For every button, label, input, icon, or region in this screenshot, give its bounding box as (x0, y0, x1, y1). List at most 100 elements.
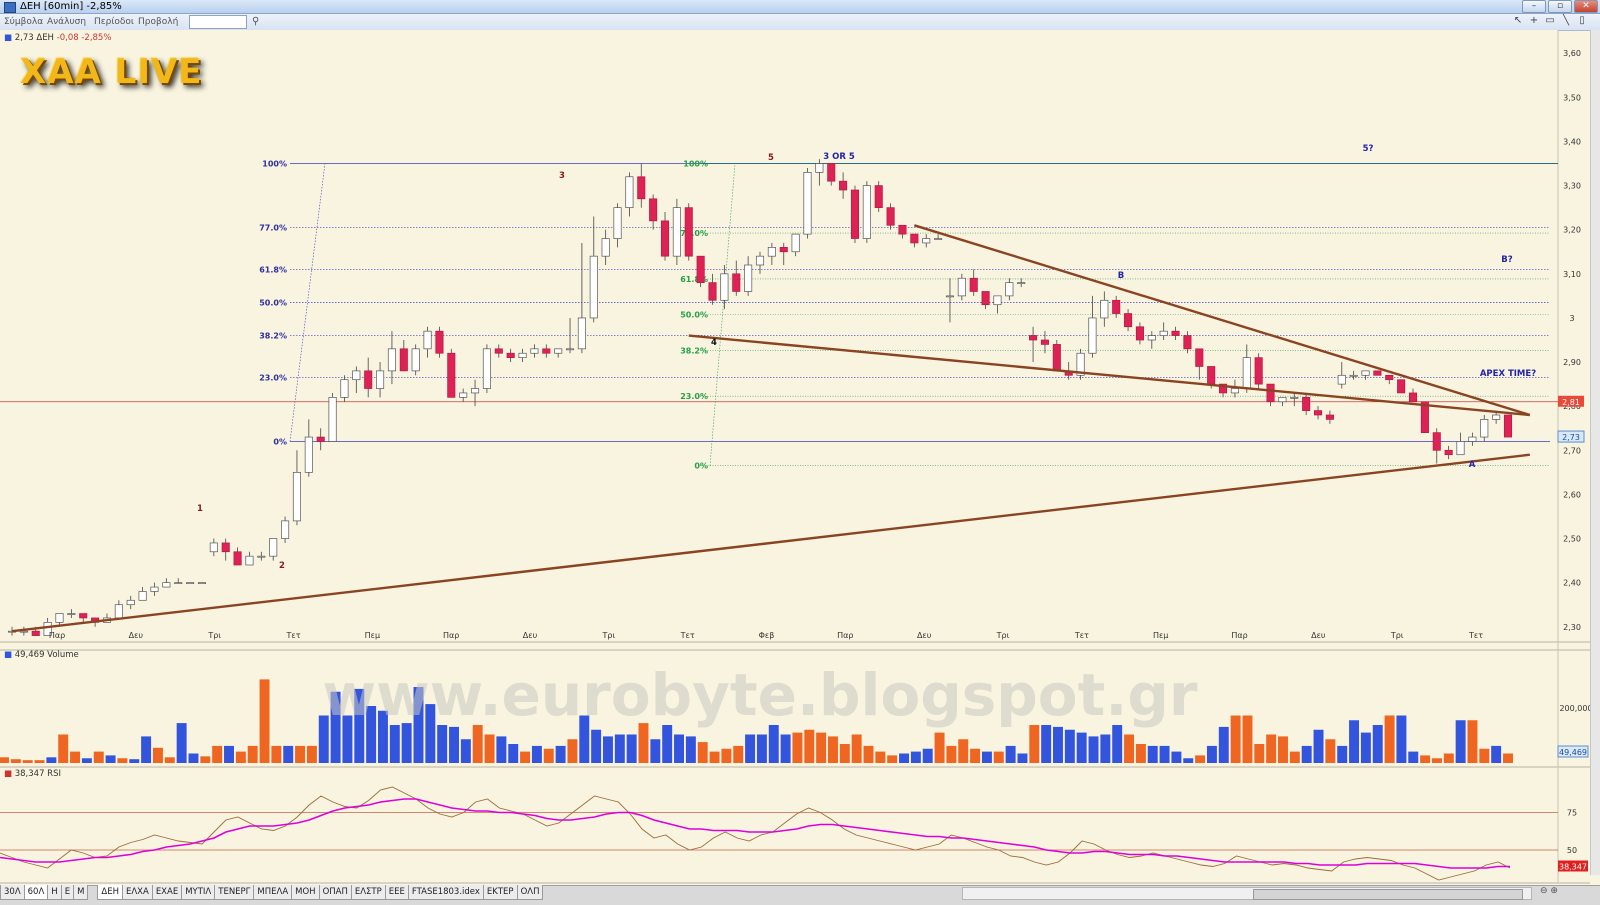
candle (803, 167, 812, 239)
pan-icon[interactable]: ▯ (1579, 15, 1585, 26)
candle (1385, 374, 1394, 385)
candle (257, 551, 266, 561)
menu-symbols[interactable]: Σύμβολα (4, 17, 44, 27)
candle (815, 159, 824, 186)
minimize-button[interactable]: – (1522, 0, 1546, 13)
horizontal-scrollbar[interactable] (962, 887, 1532, 900)
volume-bar (401, 723, 412, 763)
scrollbar-thumb[interactable] (1253, 889, 1523, 900)
current-price-label: 2,73 (1562, 433, 1580, 442)
date-label: Παρ (1231, 631, 1247, 640)
volume-bar (1313, 729, 1324, 763)
volume-bar (531, 745, 542, 763)
volume-bar (1076, 732, 1087, 763)
candle (1017, 278, 1026, 288)
tab-period-m[interactable]: Μ (73, 885, 89, 900)
tab-symbol-moh[interactable]: ΜΟΗ (291, 885, 320, 900)
volume-bar (828, 736, 838, 763)
price-tick: 2,40 (1563, 579, 1581, 588)
trendline-upper-wedge[interactable] (913, 224, 1531, 417)
volume-bar (709, 751, 720, 763)
volume-bar (81, 758, 92, 763)
tab-symbol-ftase[interactable]: FTASE1803.idex (407, 885, 484, 900)
candle (150, 582, 159, 596)
volume-bar (1135, 744, 1146, 763)
price-tick: 2,50 (1563, 535, 1581, 544)
rsi-axis-tick: 75 (1567, 809, 1577, 818)
price-info-value: 2,73 (14, 33, 34, 43)
volume-bar (922, 748, 933, 763)
candle (316, 428, 325, 451)
tab-symbol-elstr[interactable]: ΕΛΣΤΡ (350, 885, 386, 900)
volume-title: ■ 49,469 Volume (4, 650, 79, 660)
date-label: Δευ (523, 631, 538, 640)
crosshair-icon[interactable]: + (1529, 15, 1539, 26)
menu-view[interactable]: Προβολή (138, 17, 179, 27)
tab-symbol-mpela[interactable]: ΜΠΕΛΑ (253, 885, 293, 900)
candle (233, 547, 242, 566)
date-label: Παρ (443, 631, 459, 640)
tab-symbol-mytil[interactable]: ΜΥΤΙΛ (181, 885, 216, 900)
tab-period-30[interactable]: 30Λ (0, 885, 25, 900)
tab-symbol-opap[interactable]: ΟΠΑΠ (318, 885, 352, 900)
candle (1195, 348, 1204, 380)
trendline-lower-wedge[interactable] (688, 334, 1530, 417)
rsi-smooth-line (0, 798, 1510, 869)
volume-bar (1396, 715, 1407, 763)
window-titlebar: ΔΕΗ [60min] -2,85% – ▫ ✕ (0, 0, 1600, 14)
close-button[interactable]: ✕ (1574, 0, 1598, 13)
volume-bar (1053, 726, 1063, 763)
candle (660, 212, 670, 261)
volume-bar (1431, 758, 1442, 763)
zoom-in-icon[interactable]: ⊕ (1550, 886, 1558, 896)
candle (910, 233, 919, 248)
tab-symbol-deh[interactable]: ΔΕΗ (97, 885, 123, 900)
volume-bar (1479, 748, 1490, 763)
right-scrollbar[interactable] (1590, 30, 1600, 875)
tab-period-e[interactable]: Ε (60, 885, 75, 900)
volume-bar (662, 725, 673, 763)
volume-bar (1230, 715, 1241, 763)
volume-bar (472, 725, 483, 763)
candle (934, 234, 943, 240)
tab-symbol-exae[interactable]: ΕΧΑΕ (151, 885, 183, 900)
maximize-button[interactable]: ▫ (1548, 0, 1572, 13)
chart-canvas[interactable]: 100% 100% 77.0% 77.0% 61.8% 61.8% 50.0% 50.0% 38… (0, 30, 1590, 885)
zoom-out-icon[interactable]: ⊖ (1540, 886, 1548, 896)
volume-bar (247, 745, 258, 763)
candle (245, 551, 254, 566)
trendline-support-1[interactable] (11, 453, 1531, 633)
date-label: Τετ (1468, 631, 1483, 640)
volume-bar (1017, 753, 1028, 763)
rect-icon[interactable]: ▭ (1545, 15, 1555, 26)
cursor-icon[interactable]: ↖ (1513, 15, 1523, 26)
tab-period-60[interactable]: 60Λ (23, 885, 49, 900)
volume-bar (1372, 725, 1383, 763)
menu-analysis[interactable]: Ανάλυση (47, 17, 87, 27)
volume-bar (1088, 736, 1099, 763)
volume-bar (484, 734, 495, 763)
wave-label: 1 (197, 504, 203, 514)
candle (708, 273, 717, 305)
search-icon[interactable]: ⚲ (252, 16, 260, 27)
candle (340, 375, 349, 402)
tab-symbol-tenerg[interactable]: ΤΕΝΕΡΓ (214, 885, 255, 900)
line-icon[interactable]: ╲ (1562, 15, 1570, 26)
zoom-controls[interactable]: ⊖ ⊕ (1540, 886, 1558, 896)
tab-period-h[interactable]: Η (47, 885, 62, 900)
candle (162, 578, 171, 588)
volume-bar (164, 757, 175, 763)
rsi-title-text: 38,347 RSI (14, 769, 61, 779)
menu-periods[interactable]: Περίοδοι (94, 17, 134, 27)
candle (791, 233, 800, 257)
tab-symbol-elha[interactable]: ΕΛΧΑ (121, 885, 153, 900)
candle (732, 260, 741, 296)
tab-symbol-eee[interactable]: ΕΕΕ (384, 885, 409, 900)
volume-bar (745, 734, 756, 763)
candle (1290, 392, 1299, 407)
tab-symbol-olp[interactable]: ΟΛΠ (516, 885, 544, 900)
volume-bar (22, 760, 33, 763)
symbol-search-input[interactable] (189, 15, 247, 29)
candle (827, 163, 836, 186)
tab-symbol-ekter[interactable]: ΕΚΤΕΡ (482, 885, 518, 900)
